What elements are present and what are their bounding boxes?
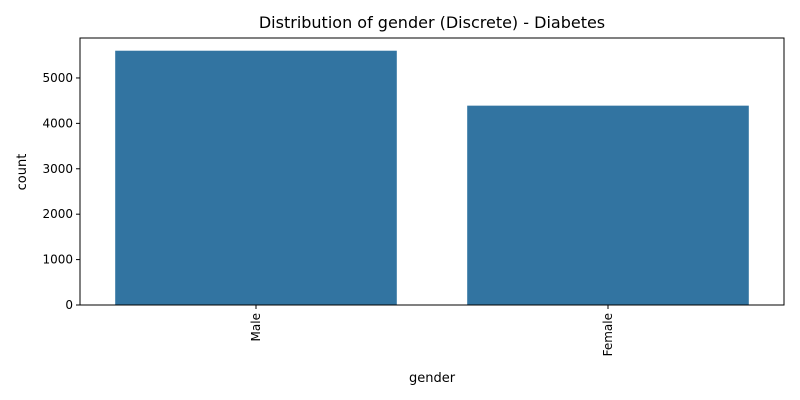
y-tick-label: 0 [65,298,73,312]
x-tick-label-male: Male [249,313,263,341]
y-tick-label: 4000 [42,116,73,130]
y-tick-label: 5000 [42,71,73,85]
x-axis: Male Female [249,305,615,356]
y-axis-label: count [15,154,30,191]
chart-title: Distribution of gender (Discrete) - Diab… [259,13,605,32]
plot-frame [79,37,785,306]
y-tick-label: 2000 [42,207,73,221]
y-tick-label: 1000 [42,253,73,267]
x-axis-label: gender [409,371,456,386]
y-axis: 0 1000 2000 3000 4000 5000 [42,71,80,312]
x-tick-label-female: Female [601,313,615,356]
bar-female [467,105,749,305]
y-tick-label: 3000 [42,162,73,176]
bars [115,50,749,305]
bar-male [115,50,397,305]
